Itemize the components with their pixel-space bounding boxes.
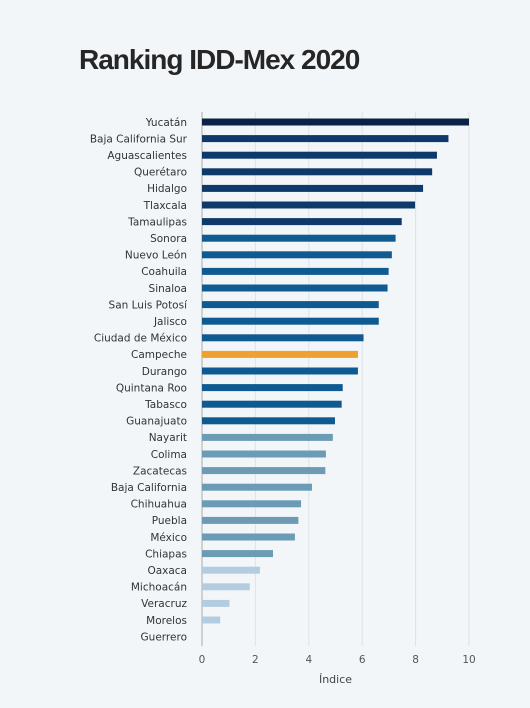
bar[interactable]: [202, 616, 221, 624]
bar[interactable]: [202, 417, 335, 425]
bar[interactable]: [202, 533, 295, 541]
bar[interactable]: [202, 550, 274, 558]
category-labels: Yucatán Baja California Sur Aguascalientes…: [90, 117, 188, 644]
category-label: Nuevo León: [125, 250, 187, 262]
category-label: Oaxaca: [147, 565, 187, 577]
category-label: Sinaloa: [149, 283, 187, 295]
grid-lines: [201, 112, 470, 646]
bar[interactable]: [202, 400, 342, 408]
category-label: Tabasco: [144, 399, 187, 411]
category-label: México: [150, 532, 187, 544]
category-label: Jalisco: [153, 316, 187, 328]
x-tick-label: 10: [462, 654, 475, 666]
bar[interactable]: [202, 151, 437, 159]
category-label: Morelos: [146, 615, 187, 627]
x-tick-labels: 0 2 4 6 8 10: [199, 654, 476, 666]
category-label: Guerrero: [141, 631, 187, 643]
category-label: Ciudad de México: [94, 333, 187, 345]
bar[interactable]: [202, 450, 326, 458]
x-tick-label: 6: [359, 654, 366, 666]
category-label: Sonora: [150, 233, 187, 245]
bar[interactable]: [202, 168, 433, 176]
category-label: Chihuahua: [131, 499, 187, 511]
bar[interactable]: [202, 367, 358, 375]
category-label: Guanajuato: [126, 416, 187, 428]
bar[interactable]: [202, 201, 416, 209]
bar[interactable]: [202, 251, 392, 259]
bar[interactable]: [202, 135, 449, 143]
x-axis-title: Índice: [319, 673, 352, 686]
category-label: Chiapas: [145, 548, 187, 560]
category-label: Coahuila: [141, 266, 187, 278]
category-label: Quintana Roo: [116, 382, 187, 394]
bar[interactable]: [202, 267, 389, 275]
bar[interactable]: [202, 500, 302, 508]
category-label: Puebla: [152, 515, 187, 527]
bar[interactable]: [202, 334, 364, 342]
category-label: Tamaulipas: [127, 216, 187, 228]
bar[interactable]: [202, 516, 299, 524]
bar[interactable]: [202, 218, 402, 226]
category-label: Baja California Sur: [90, 133, 188, 145]
category-label: Michoacán: [131, 582, 187, 594]
category-label: Nayarit: [149, 432, 187, 444]
bar[interactable]: [202, 483, 313, 491]
bar[interactable]: [202, 184, 424, 192]
bar[interactable]: [202, 350, 358, 358]
x-tick-label: 0: [199, 654, 206, 666]
bar[interactable]: [202, 317, 379, 325]
category-label: Querétaro: [134, 167, 187, 179]
bar[interactable]: [202, 599, 230, 607]
category-label: Aguascalientes: [107, 150, 187, 162]
x-tick-label: 2: [252, 654, 259, 666]
category-label: Hidalgo: [147, 183, 187, 195]
bar[interactable]: [202, 384, 343, 392]
bar[interactable]: [202, 301, 379, 309]
category-label: Durango: [142, 366, 187, 378]
bar[interactable]: [202, 583, 250, 591]
bar[interactable]: [202, 433, 333, 441]
category-label: Yucatán: [145, 117, 187, 129]
category-label: Tlaxcala: [143, 200, 187, 212]
bar[interactable]: [202, 118, 469, 126]
category-label: Campeche: [131, 349, 187, 361]
category-label: Zacatecas: [133, 465, 187, 477]
category-label: Colima: [151, 449, 187, 461]
bar[interactable]: [202, 234, 396, 242]
bar[interactable]: [202, 467, 326, 475]
x-tick-label: 4: [305, 654, 312, 666]
x-tick-label: 8: [412, 654, 419, 666]
chart-title: Ranking IDD-Mex 2020: [79, 44, 360, 75]
category-label: Baja California: [111, 482, 187, 494]
bars: [202, 118, 469, 624]
category-label: San Luis Potosí: [109, 299, 189, 311]
bar[interactable]: [202, 566, 260, 574]
category-label: Veracruz: [141, 598, 187, 610]
bar[interactable]: [202, 284, 388, 292]
